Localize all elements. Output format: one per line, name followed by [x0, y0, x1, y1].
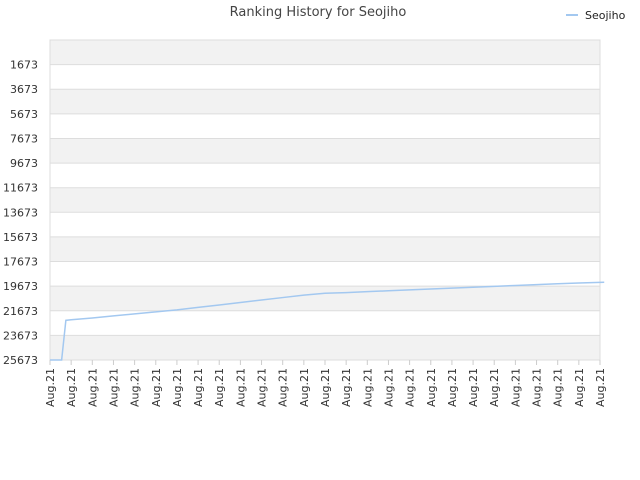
x-tick-label: Aug.21 [319, 368, 332, 407]
plot-band [50, 286, 600, 311]
x-tick-label: Aug.21 [298, 368, 311, 407]
x-tick-label: Aug.21 [552, 368, 565, 407]
x-tick-label: Aug.21 [171, 368, 184, 407]
series-layer [50, 281, 605, 361]
x-tick-label: Aug.21 [446, 368, 459, 407]
x-tick-label: Aug.21 [277, 368, 290, 407]
y-tick-label: 25673 [3, 354, 38, 367]
y-tick-label: 11673 [3, 182, 38, 195]
y-tick-label: 23673 [3, 329, 38, 342]
x-tick-label: Aug.21 [256, 368, 269, 407]
x-tick-label: Aug.21 [213, 368, 226, 407]
y-tick-label: 21673 [3, 305, 38, 318]
plot-band [50, 89, 600, 114]
y-tick-label: 3673 [10, 83, 38, 96]
y-tick-label: 9673 [10, 157, 38, 170]
y-tick-label: 13673 [3, 206, 38, 219]
x-tick-label: Aug.21 [44, 368, 57, 407]
y-tick-label: 7673 [10, 132, 38, 145]
x-tick-label: Aug.21 [425, 368, 438, 407]
x-tick-label: Aug.21 [509, 368, 522, 407]
y-tick-label: 17673 [3, 256, 38, 269]
x-tick-label: Aug.21 [594, 368, 607, 407]
x-tick-label: Aug.21 [150, 368, 163, 407]
chart-title: Ranking History for Seojiho [230, 5, 407, 20]
series-line-seojiho [50, 281, 605, 361]
x-tick-label: Aug.21 [467, 368, 480, 407]
x-axis: Aug.21 Aug.21 Aug.21 Aug.21 Aug.21 Aug.21 Aug.… [44, 360, 607, 407]
x-tick-label: Aug.21 [340, 368, 353, 407]
x-tick-label: Aug.21 [573, 368, 586, 407]
y-tick-label: 19673 [3, 280, 38, 293]
y-axis: 1673 3673 5673 7673 9673 11673 13673 15673 17673… [3, 59, 38, 367]
plot-band [50, 335, 600, 360]
legend: Seojiho [566, 9, 626, 22]
plot-band [50, 236, 600, 262]
x-tick-label: Aug.21 [404, 368, 417, 407]
x-tick-label: Aug.21 [65, 368, 78, 407]
y-tick-label: 15673 [3, 231, 38, 244]
x-tick-label: Aug.21 [129, 368, 142, 407]
x-tick-label: Aug.21 [86, 368, 99, 407]
x-tick-label: Aug.21 [234, 368, 247, 407]
y-tick-label: 1673 [10, 59, 38, 72]
plot-band [50, 187, 600, 213]
plot-band [50, 40, 600, 65]
x-tick-label: Aug.21 [107, 368, 120, 407]
y-tick-label: 5673 [10, 108, 38, 121]
x-tick-label: Aug.21 [192, 368, 205, 407]
legend-label-seojiho: Seojiho [585, 9, 626, 22]
x-tick-label: Aug.21 [531, 368, 544, 407]
plot-bands [50, 40, 600, 360]
x-tick-label: Aug.21 [488, 368, 501, 407]
plot-band [50, 138, 600, 164]
x-tick-label: Aug.21 [382, 368, 395, 407]
x-tick-label: Aug.21 [361, 368, 374, 407]
